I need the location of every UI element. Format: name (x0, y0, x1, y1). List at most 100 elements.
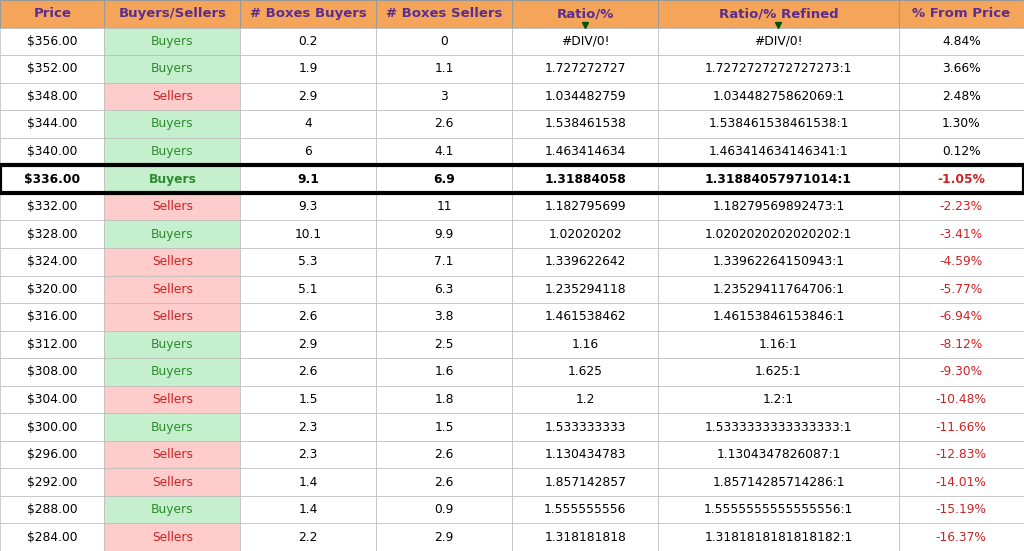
Text: 1.533333333: 1.533333333 (545, 420, 626, 434)
Text: 1.461538462: 1.461538462 (545, 310, 626, 323)
Text: 2.6: 2.6 (299, 365, 317, 379)
Bar (899, 28, 1024, 55)
Text: 1.8: 1.8 (434, 393, 454, 406)
Text: 1.4: 1.4 (299, 476, 317, 489)
Bar (104, 220, 241, 248)
Text: -12.83%: -12.83% (936, 448, 987, 461)
Bar (376, 0, 512, 28)
Text: 1.538461538: 1.538461538 (544, 117, 626, 131)
Text: $328.00: $328.00 (27, 228, 78, 241)
Bar (899, 386, 1024, 413)
Text: Buyers: Buyers (152, 35, 194, 48)
Bar (658, 165, 899, 193)
Bar (241, 165, 376, 193)
Text: -8.12%: -8.12% (940, 338, 983, 351)
Text: Sellers: Sellers (152, 90, 193, 103)
Text: 2.6: 2.6 (434, 117, 454, 131)
Text: 1.2: 1.2 (575, 393, 595, 406)
Text: -3.41%: -3.41% (940, 228, 983, 241)
Bar (512, 83, 658, 110)
Text: 5.1: 5.1 (298, 283, 318, 296)
Bar (376, 165, 512, 193)
Text: $352.00: $352.00 (27, 62, 78, 75)
Bar (376, 193, 512, 220)
Bar (241, 83, 376, 110)
Text: 1.5333333333333333:1: 1.5333333333333333:1 (705, 420, 852, 434)
Bar (658, 523, 899, 551)
Bar (658, 248, 899, 276)
Bar (0, 523, 104, 551)
Bar (376, 110, 512, 138)
Text: 1.33962264150943:1: 1.33962264150943:1 (713, 255, 845, 268)
Text: -11.66%: -11.66% (936, 420, 987, 434)
Bar (241, 496, 376, 523)
Bar (512, 0, 658, 28)
Bar (104, 276, 241, 303)
Text: 1.625: 1.625 (567, 365, 603, 379)
Text: 9.9: 9.9 (434, 228, 454, 241)
Text: -14.01%: -14.01% (936, 476, 987, 489)
Bar (0, 55, 104, 83)
Bar (241, 523, 376, 551)
Bar (512, 55, 658, 83)
Text: 1.4: 1.4 (299, 503, 317, 516)
Bar (0, 165, 1024, 193)
Text: -9.30%: -9.30% (940, 365, 983, 379)
Text: 2.6: 2.6 (299, 310, 317, 323)
Bar (104, 138, 241, 165)
Bar (512, 193, 658, 220)
Bar (241, 413, 376, 441)
Bar (241, 276, 376, 303)
Text: $284.00: $284.00 (27, 531, 78, 544)
Text: 1.02020202: 1.02020202 (548, 228, 622, 241)
Text: $332.00: $332.00 (27, 200, 78, 213)
Text: 1.1: 1.1 (434, 62, 454, 75)
Bar (899, 83, 1024, 110)
Text: 2.6: 2.6 (434, 476, 454, 489)
Bar (104, 441, 241, 468)
Bar (0, 386, 104, 413)
Text: 1.16:1: 1.16:1 (759, 338, 798, 351)
Text: Buyers: Buyers (152, 117, 194, 131)
Text: $356.00: $356.00 (27, 35, 78, 48)
Bar (658, 138, 899, 165)
Bar (376, 386, 512, 413)
Bar (0, 165, 104, 193)
Bar (241, 386, 376, 413)
Bar (104, 248, 241, 276)
Text: 2.3: 2.3 (299, 448, 317, 461)
Bar (512, 413, 658, 441)
Text: # Boxes Buyers: # Boxes Buyers (250, 7, 367, 20)
Text: Buyers: Buyers (152, 338, 194, 351)
Text: Sellers: Sellers (152, 255, 193, 268)
Bar (658, 358, 899, 386)
Bar (376, 496, 512, 523)
Text: 4: 4 (304, 117, 312, 131)
Text: % From Price: % From Price (912, 7, 1011, 20)
Bar (899, 276, 1024, 303)
Bar (512, 441, 658, 468)
Bar (376, 28, 512, 55)
Bar (376, 276, 512, 303)
Bar (104, 83, 241, 110)
Text: 1.31884057971014:1: 1.31884057971014:1 (705, 172, 852, 186)
Text: Buyers: Buyers (152, 365, 194, 379)
Bar (0, 83, 104, 110)
Bar (376, 303, 512, 331)
Text: 6: 6 (304, 145, 312, 158)
Bar (104, 0, 241, 28)
Text: $340.00: $340.00 (27, 145, 78, 158)
Text: Price: Price (34, 7, 72, 20)
Text: 2.5: 2.5 (434, 338, 454, 351)
Text: $292.00: $292.00 (27, 476, 78, 489)
Bar (241, 303, 376, 331)
Bar (376, 441, 512, 468)
Bar (376, 523, 512, 551)
Bar (241, 28, 376, 55)
Bar (512, 358, 658, 386)
Text: $300.00: $300.00 (27, 420, 78, 434)
Bar (899, 303, 1024, 331)
Bar (241, 193, 376, 220)
Bar (0, 28, 104, 55)
Text: -5.77%: -5.77% (940, 283, 983, 296)
